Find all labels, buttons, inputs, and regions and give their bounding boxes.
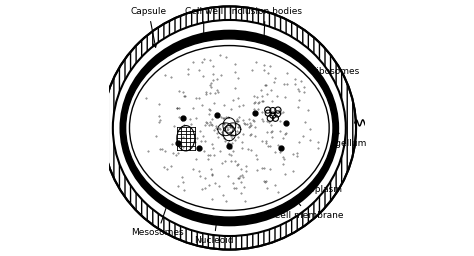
Text: Ribosomes: Ribosomes [299, 67, 359, 102]
Ellipse shape [113, 20, 346, 236]
Text: Capsule: Capsule [131, 7, 167, 47]
Ellipse shape [126, 39, 333, 217]
Text: Cell membrane: Cell membrane [274, 185, 344, 220]
Ellipse shape [120, 31, 338, 225]
Ellipse shape [102, 6, 356, 250]
Text: Nucleoid: Nucleoid [194, 163, 234, 245]
Text: Cell well: Cell well [184, 7, 223, 62]
Text: Flagellum: Flagellum [322, 126, 367, 148]
Text: Mesosomes: Mesosomes [131, 157, 184, 238]
Text: Inclusion bodies: Inclusion bodies [228, 7, 301, 98]
Text: Cytoplasm: Cytoplasm [292, 166, 343, 194]
Ellipse shape [129, 46, 329, 210]
